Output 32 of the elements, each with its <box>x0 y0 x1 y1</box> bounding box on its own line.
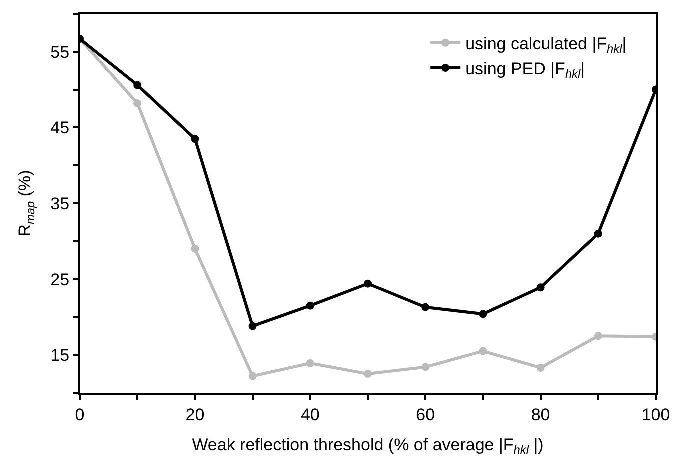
point <box>364 370 372 378</box>
legend-label: using PED |F$_{hkl}$| <box>466 60 586 82</box>
x-tick-label: 40 <box>300 405 320 424</box>
point <box>422 363 430 372</box>
point <box>594 230 602 238</box>
x-tick-label: 0 <box>75 405 85 424</box>
x-axis-title: Weak reflection threshold (% of average |F$_{hkl}$ |) <box>192 435 544 457</box>
point <box>248 322 257 330</box>
point <box>191 244 200 253</box>
point <box>422 303 430 312</box>
y-tick-label: 55 <box>50 42 70 62</box>
x-tick-label: 60 <box>416 405 436 424</box>
legend-label: using calculated |F$_{hkl}$| <box>466 34 627 56</box>
point <box>536 364 545 372</box>
point <box>479 310 488 318</box>
point <box>191 135 200 144</box>
y-tick-label: 35 <box>50 194 70 214</box>
point <box>479 347 488 356</box>
point <box>134 81 142 90</box>
x-tick-label: 100 <box>642 405 670 424</box>
point <box>536 284 545 292</box>
point <box>364 280 372 288</box>
y-tick-label: 15 <box>50 346 70 366</box>
point <box>248 372 257 380</box>
point <box>134 99 142 108</box>
point <box>306 302 314 310</box>
y-tick-label: 45 <box>50 118 70 138</box>
point <box>306 359 314 368</box>
x-tick-label: 80 <box>531 405 550 424</box>
point <box>594 332 602 340</box>
x-tick-label: 20 <box>186 405 205 424</box>
y-tick-label: 25 <box>50 270 70 290</box>
